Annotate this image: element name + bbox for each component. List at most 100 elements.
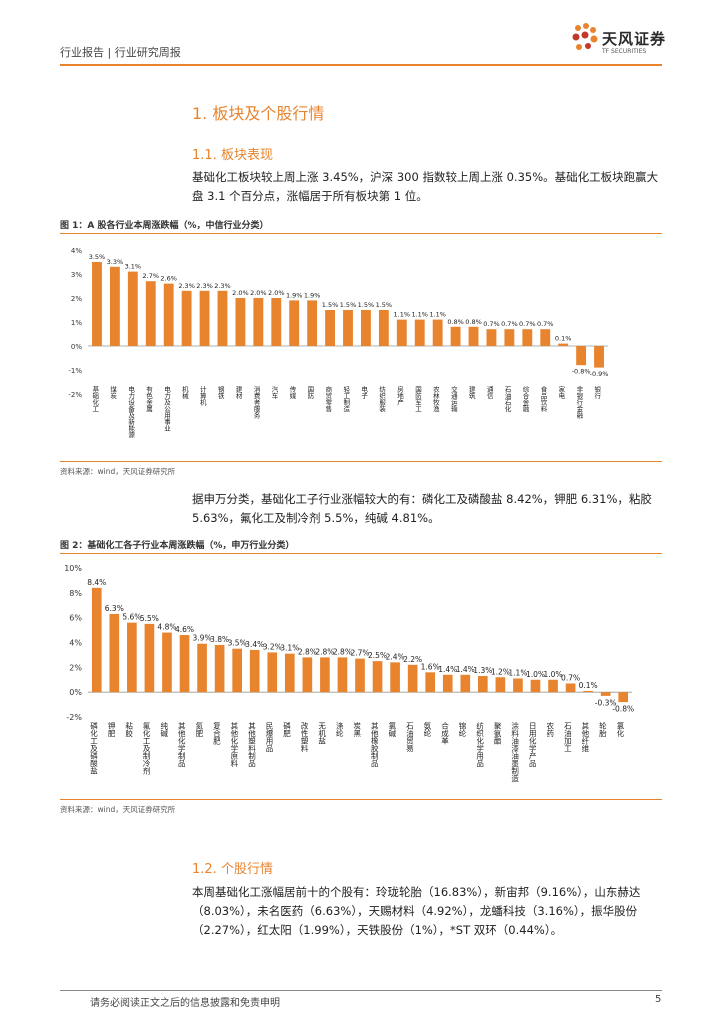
bar bbox=[235, 298, 246, 346]
chart-subindustry-returns: -2% 0% 2% 4% 6% 8% 10% 8.4% 磷化工及磷酸盐 6.3% 钾肥 5.6% 粘胶 5… bbox=[64, 564, 634, 783]
category-label: 其他橡胶制品 bbox=[370, 722, 379, 769]
bar bbox=[249, 649, 260, 693]
category-label: 氟化工及制冷剂 bbox=[142, 721, 151, 776]
data-label: 0.7% bbox=[561, 673, 580, 682]
category-label: 消费者服务 bbox=[252, 385, 260, 420]
category-label: 氯化 bbox=[616, 721, 625, 739]
y-tick-label: 2% bbox=[71, 295, 82, 303]
data-label: 2.5% bbox=[368, 651, 387, 660]
bar bbox=[127, 622, 137, 693]
data-label: 1.1% bbox=[429, 311, 446, 319]
data-label: 1.1% bbox=[394, 311, 411, 319]
logo-cn: 天风证券 bbox=[602, 30, 667, 48]
bar bbox=[179, 635, 190, 693]
category-label: 国防军工 bbox=[413, 386, 421, 413]
bar bbox=[504, 329, 515, 346]
category-label: 炭黑 bbox=[353, 722, 362, 739]
data-label: 5.6% bbox=[122, 613, 141, 622]
category-label: 交通运输 bbox=[449, 385, 457, 414]
data-label: 3.5% bbox=[228, 639, 247, 648]
bar bbox=[307, 300, 318, 346]
category-label: 合成革 bbox=[440, 721, 449, 746]
category-label: 电力及公用事业 bbox=[162, 385, 170, 432]
y-tick-label: 0% bbox=[69, 688, 82, 697]
chart-industry-returns: -2% -1% 0% 1% 2% 3% 4% 3.5% 基础化工 3.3% 煤炭 3.1% 电力设备及新… bbox=[68, 247, 608, 440]
figure2-bottom-rule bbox=[60, 799, 662, 800]
y-tick-label: 2% bbox=[69, 663, 82, 672]
report-header-tag: 行业报告 | 行业研究周报 bbox=[60, 46, 181, 59]
category-label: 改性塑料 bbox=[300, 721, 309, 754]
figure2-source: 资料来源：wind，天风证券研究所 bbox=[60, 805, 176, 814]
y-tick-label: -2% bbox=[68, 391, 82, 399]
figure1-title: 图 1：A 股各行业本周涨跌幅（%，中信行业分类） bbox=[60, 221, 269, 231]
data-label: 3.8% bbox=[210, 635, 229, 644]
section-1-2-para: 本周基础化工涨幅居前十的个股有：玲珑轮胎（16.83%），新宙邦（9.16%），… bbox=[192, 885, 641, 937]
data-label: 1.9% bbox=[304, 291, 321, 299]
y-tick-label: 10% bbox=[64, 564, 82, 573]
data-label: 0.8% bbox=[465, 318, 482, 326]
bar bbox=[289, 300, 300, 346]
bar bbox=[92, 262, 102, 346]
data-label: 1.0% bbox=[544, 670, 563, 679]
bar bbox=[378, 310, 389, 346]
bar bbox=[618, 692, 629, 703]
category-label: 轮胎 bbox=[598, 721, 607, 739]
bar bbox=[468, 326, 479, 346]
logo-en: TF SECURITIES bbox=[602, 48, 647, 55]
data-label: 1.1% bbox=[411, 311, 428, 319]
data-label: 6.3% bbox=[105, 604, 124, 613]
logo-mark-icon bbox=[572, 23, 598, 50]
data-label: 2.7% bbox=[143, 272, 160, 280]
section-1-1-para1: 基础化工板块较上周上涨 3.45%，沪深 300 指数较上周上涨 0.35%。基… bbox=[192, 170, 659, 203]
category-label: 氨纶 bbox=[423, 721, 432, 738]
category-label: 建筑 bbox=[467, 385, 475, 401]
data-label: 2.0% bbox=[232, 289, 249, 297]
category-label: 磷化工及磷酸盐 bbox=[89, 721, 98, 775]
category-label: 计算机 bbox=[198, 385, 206, 407]
category-label: 日用化学产品 bbox=[528, 722, 537, 769]
figure1-source: 资料来源：wind，天风证券研究所 bbox=[60, 467, 176, 476]
category-label: 其他塑料制品 bbox=[247, 722, 256, 769]
page-number: 5 bbox=[655, 994, 662, 1005]
data-label: 4.8% bbox=[157, 623, 176, 632]
bar bbox=[232, 648, 242, 693]
bar bbox=[513, 678, 523, 693]
y-tick-label: -1% bbox=[68, 367, 82, 375]
category-label: 农林牧渔 bbox=[431, 385, 439, 414]
category-label: 综合金融 bbox=[521, 385, 529, 414]
category-label: 其他化学原料 bbox=[230, 722, 239, 769]
y-tick-label: 4% bbox=[69, 639, 82, 648]
figure2-top-rule bbox=[60, 553, 662, 554]
data-label: 3.1% bbox=[125, 263, 142, 271]
data-label: 3.2% bbox=[263, 642, 282, 651]
footer-divider bbox=[60, 990, 662, 991]
category-label: 电力设备及新能源 bbox=[127, 385, 135, 440]
category-label: 钾肥 bbox=[107, 722, 116, 739]
bar bbox=[442, 674, 453, 693]
category-label: 复合肥 bbox=[212, 721, 221, 746]
data-label: -0.8% bbox=[572, 368, 591, 376]
bar bbox=[271, 298, 282, 346]
data-label: 1.2% bbox=[491, 667, 510, 676]
y-tick-label: -2% bbox=[66, 713, 82, 722]
bar bbox=[540, 329, 551, 346]
bar bbox=[396, 319, 407, 346]
category-label: 房地产 bbox=[396, 385, 404, 407]
data-label: 2.8% bbox=[333, 647, 352, 656]
category-label: 通信 bbox=[485, 385, 493, 401]
bar bbox=[163, 283, 174, 346]
data-label: 0.7% bbox=[519, 320, 536, 328]
bar bbox=[548, 679, 558, 693]
category-label: 钢铁 bbox=[216, 386, 224, 401]
category-label: 食品饮料 bbox=[539, 385, 547, 414]
category-label: 有色金属 bbox=[145, 385, 153, 414]
bar bbox=[565, 683, 576, 693]
bar bbox=[495, 677, 506, 693]
bar bbox=[583, 690, 593, 693]
y-tick-label: 3% bbox=[71, 271, 82, 279]
data-label: 0.7% bbox=[537, 320, 554, 328]
bar bbox=[109, 266, 120, 346]
y-tick-label: 8% bbox=[69, 589, 82, 598]
bar bbox=[199, 290, 210, 346]
category-label: 氮肥 bbox=[195, 721, 204, 739]
